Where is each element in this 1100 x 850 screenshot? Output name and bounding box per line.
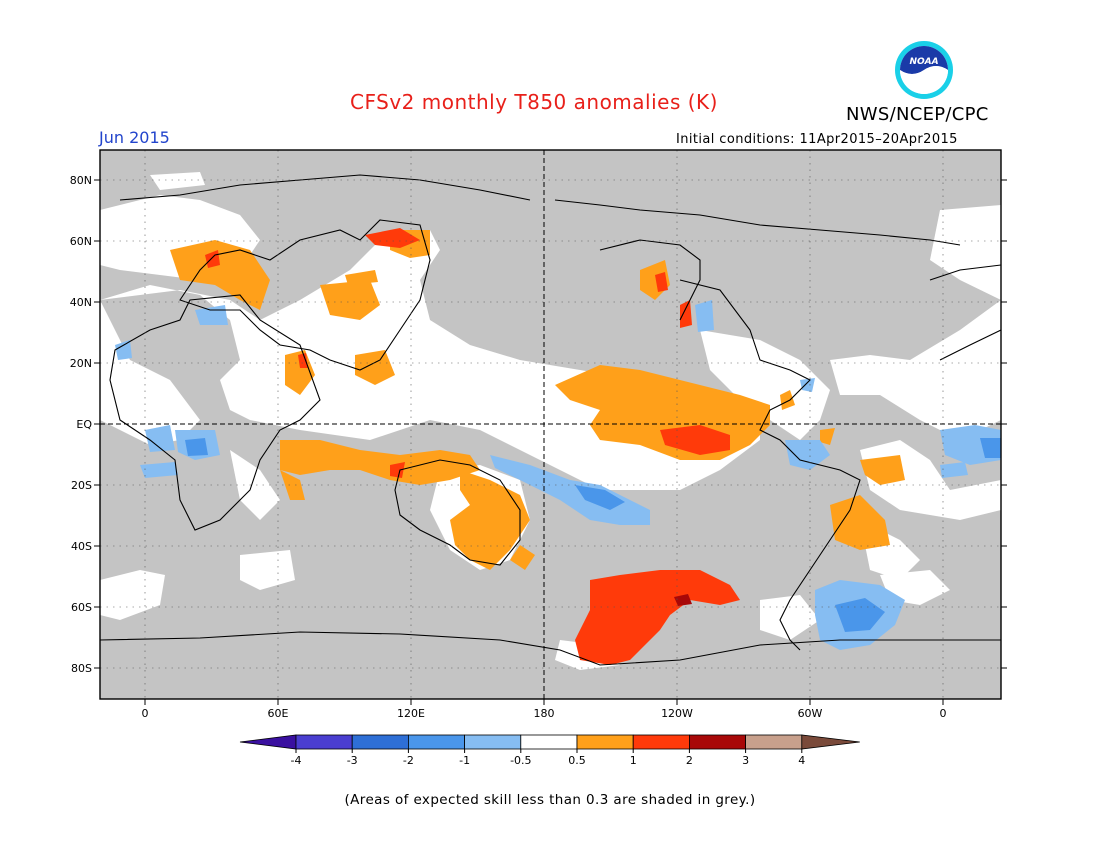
lat-tick-label: 20N <box>70 357 92 370</box>
map-title: CFSv2 monthly T850 anomalies (K) <box>350 90 718 114</box>
colorbar-swatch <box>295 734 353 750</box>
lat-tick-label: 40S <box>71 540 92 553</box>
colorbar-tick-label: 0.5 <box>568 754 586 767</box>
warm-anomaly-regions <box>170 230 905 570</box>
lon-tick-label: 60E <box>268 707 289 720</box>
colorbar-arrow-low <box>239 734 297 750</box>
colorbar-swatch <box>520 734 578 750</box>
equator-dateline <box>100 150 1001 699</box>
lon-tick-label: 0 <box>142 707 149 720</box>
forecast-month: Jun 2015 <box>99 128 170 147</box>
colorbar-swatch <box>576 734 634 750</box>
skill-footnote: (Areas of expected skill less than 0.3 a… <box>344 792 756 808</box>
noaa-logo-icon: NOAA <box>895 41 953 99</box>
colorbar-swatch <box>745 734 803 750</box>
colorbar-tick-label: -0.5 <box>510 754 531 767</box>
colorbar-swatch <box>407 734 465 750</box>
colorbar: -4 -3 -2 -1 -0.5 0.5 1 2 3 4 <box>239 734 860 767</box>
colorbar-tick-label: -3 <box>347 754 358 767</box>
lat-tick-label: 60N <box>70 235 92 248</box>
colorbar-swatch <box>351 734 409 750</box>
very-warm-anomaly-region <box>674 594 692 606</box>
colorbar-tick-label: -4 <box>291 754 302 767</box>
colorbar-swatch <box>464 734 522 750</box>
strong-warm-anomaly-regions <box>205 228 740 665</box>
lon-tick-label: 180 <box>534 707 555 720</box>
lon-tick-label: 120E <box>397 707 425 720</box>
colorbar-swatch <box>632 734 690 750</box>
lat-tick-label: 80N <box>70 174 92 187</box>
colorbar-arrow-high <box>801 734 860 750</box>
lat-tick-label: 80S <box>71 662 92 675</box>
colorbar-tick-label: 2 <box>686 754 693 767</box>
lat-tick-label: 40N <box>70 296 92 309</box>
lat-tick-label: 20S <box>71 479 92 492</box>
coastlines <box>100 174 1001 666</box>
initial-conditions: Initial conditions: 11Apr2015–20Apr2015 <box>676 132 958 147</box>
colorbar-tick-label: -2 <box>403 754 414 767</box>
strong-cool-anomaly-regions <box>185 438 1001 632</box>
agency-label: NWS/NCEP/CPC <box>846 104 989 125</box>
latitude-ticks: 80N 60N 40N 20N EQ 20S 40S 60S 80S <box>70 174 1007 675</box>
colorbar-tick-label: 4 <box>798 754 805 767</box>
lat-tick-label: EQ <box>76 418 92 431</box>
lon-tick-label: 120W <box>661 707 693 720</box>
lon-tick-label: 60W <box>798 707 823 720</box>
lat-tick-label: 60S <box>71 601 92 614</box>
longitude-ticks: 0 60E 120E 180 120W 60W 0 <box>142 699 947 720</box>
colorbar-tick-label: 1 <box>630 754 637 767</box>
colorbar-tick-label: 3 <box>742 754 749 767</box>
lon-tick-label: 0 <box>940 707 947 720</box>
colorbar-swatch <box>689 734 747 750</box>
colorbar-tick-label: -1 <box>459 754 470 767</box>
logo-text: NOAA <box>909 57 938 67</box>
